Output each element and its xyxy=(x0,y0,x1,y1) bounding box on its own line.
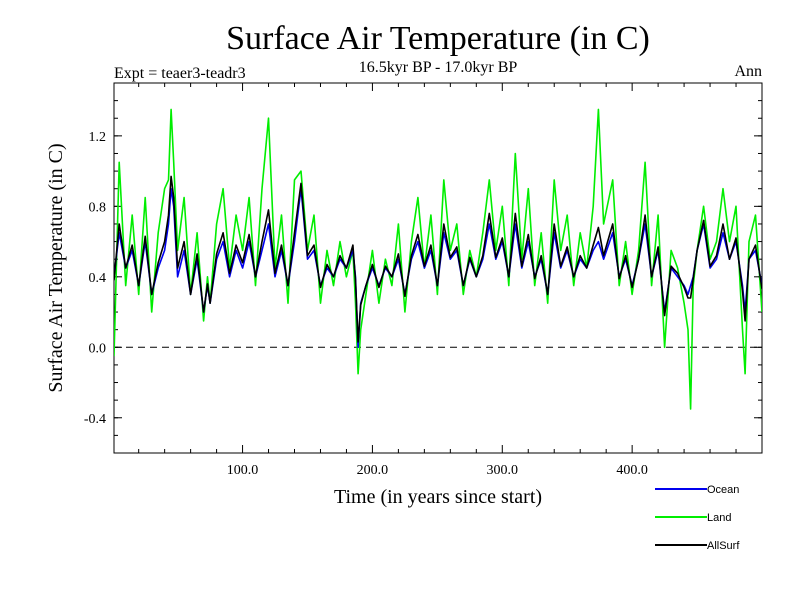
chart-subtitle: 16.5kyr BP - 17.0kyr BP xyxy=(359,59,518,76)
y-tick-label: 0.4 xyxy=(89,271,107,286)
series-layer xyxy=(114,108,762,410)
x-tick-label: 200.0 xyxy=(357,463,389,478)
chart-title: Surface Air Temperature (in C) xyxy=(226,20,650,57)
y-tick-label: -0.4 xyxy=(84,412,106,427)
ticks-layer: -0.4 0.0 0.4 0.8 1.2 100.0 200.0 300.0 400.0 xyxy=(84,82,762,478)
x-axis-label: Time (in years since start) xyxy=(334,486,542,508)
y-axis-label: Surface Air Temperature (in C) xyxy=(45,143,67,392)
y-tick-label: 0.8 xyxy=(89,200,107,215)
legend-label-ocean: Ocean xyxy=(707,484,739,496)
season-label: Ann xyxy=(734,63,762,80)
x-tick-label: 400.0 xyxy=(616,463,648,478)
legend-label-allsurf: AllSurf xyxy=(707,540,740,552)
legend: Ocean Land AllSurf xyxy=(655,484,740,552)
series-line-land xyxy=(114,108,762,410)
y-tick-label: 0.0 xyxy=(89,341,107,356)
legend-label-land: Land xyxy=(707,512,731,524)
x-tick-label: 300.0 xyxy=(487,463,519,478)
series-line-allsurf xyxy=(114,175,762,343)
experiment-label: Expt = teaer3-teadr3 xyxy=(114,65,246,82)
x-tick-label: 100.0 xyxy=(227,463,259,478)
series-line-ocean xyxy=(114,187,762,349)
plot-frame xyxy=(113,82,763,454)
y-tick-label: 1.2 xyxy=(89,130,107,145)
